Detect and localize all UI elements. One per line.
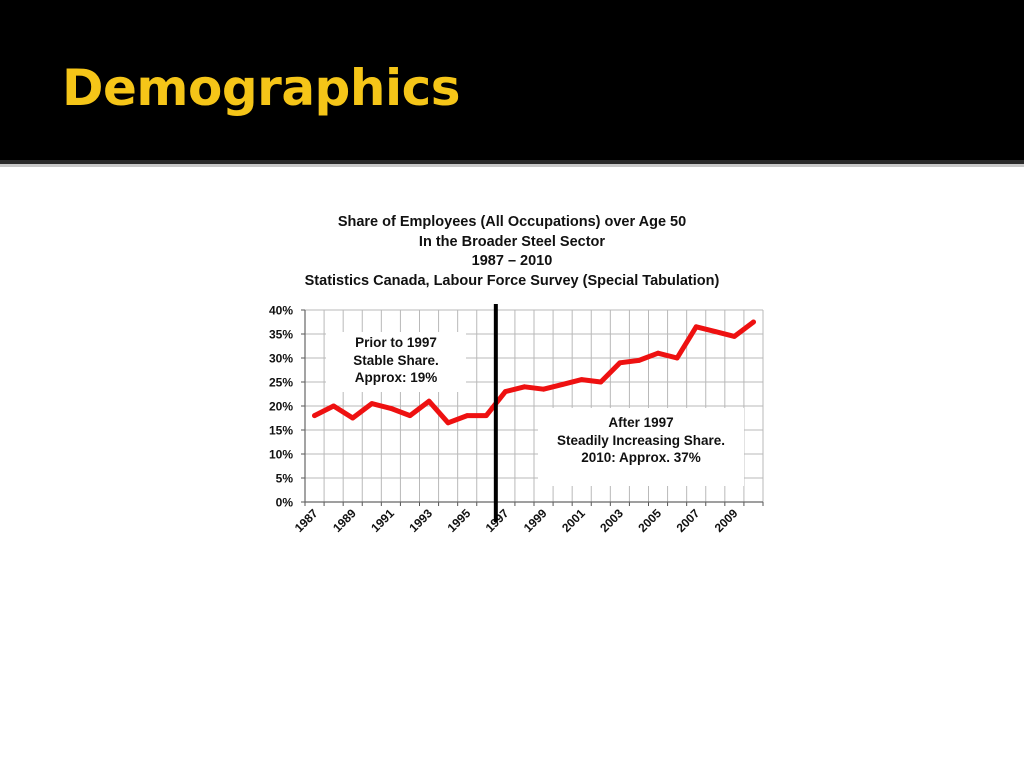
data-point	[407, 413, 413, 418]
y-tick-label: 10%	[269, 448, 293, 462]
data-point	[731, 334, 737, 339]
data-point	[751, 319, 756, 325]
data-point	[350, 415, 356, 421]
data-point	[445, 420, 451, 426]
annotation-line: Approx: 19%	[354, 370, 438, 385]
x-tick-label: 1999	[521, 506, 550, 535]
data-point	[369, 401, 375, 406]
annotation-line: Prior to 1997	[355, 335, 437, 350]
y-tick-label: 0%	[276, 496, 294, 510]
slide-title: Demographics	[62, 59, 460, 117]
x-tick-label: 2007	[674, 506, 703, 535]
data-point	[712, 329, 718, 334]
chart-title-line: Statistics Canada, Labour Force Survey (…	[304, 272, 720, 289]
data-point	[617, 360, 623, 366]
data-point	[312, 413, 317, 418]
data-point	[674, 355, 680, 361]
y-tick-label: 40%	[269, 304, 293, 318]
annotation-line: After 1997	[608, 415, 674, 430]
x-tick-label: 2009	[712, 506, 741, 535]
y-tick-label: 30%	[269, 352, 293, 366]
data-point	[655, 350, 661, 356]
data-point	[541, 386, 546, 392]
y-tick-label: 20%	[269, 400, 293, 414]
chart-axes	[304, 310, 763, 503]
annotation-before-1997: Prior to 1997 Stable Share. Approx: 19%	[326, 332, 466, 392]
header-divider	[0, 160, 1024, 164]
slide-header	[0, 0, 1024, 160]
data-point	[636, 358, 642, 363]
y-tick-label: 25%	[269, 376, 293, 390]
x-tick-label: 2005	[635, 506, 664, 535]
y-tick-label: 5%	[276, 472, 294, 486]
x-tick-label: 2001	[559, 506, 588, 535]
series-line	[312, 319, 756, 426]
chart-title: Share of Employees (All Occupations) ove…	[262, 213, 762, 291]
x-tick-label: 1991	[368, 506, 397, 535]
data-point	[522, 384, 527, 390]
x-tick-label: 1987	[292, 506, 321, 535]
data-point	[502, 389, 508, 394]
data-point	[426, 398, 432, 404]
annotation-line: Steadily Increasing Share.	[556, 432, 726, 448]
data-point	[464, 413, 470, 418]
x-tick-label: 1995	[445, 506, 474, 535]
chart-title-line: In the Broader Steel Sector	[418, 233, 606, 250]
x-tick-label: 1989	[330, 506, 359, 535]
data-point	[579, 377, 585, 382]
x-tick-label: 2003	[597, 506, 626, 535]
chart-series	[312, 319, 756, 426]
chart-title-line: Share of Employees (All Occupations) ove…	[337, 214, 687, 230]
data-point	[388, 406, 394, 411]
y-tick-label: 15%	[269, 424, 293, 438]
x-tick-label: 1993	[406, 506, 435, 535]
data-point	[693, 324, 699, 330]
data-point	[483, 413, 489, 418]
header-divider-light	[0, 164, 1024, 167]
annotation-line: 2010: Approx. 37%	[581, 450, 701, 465]
data-point	[560, 382, 566, 387]
annotation-line: Stable Share.	[353, 352, 439, 368]
annotation-after-1997: After 1997 Steadily Increasing Share. 20…	[538, 408, 744, 486]
chart-title-line: 1987 – 2010	[471, 253, 553, 269]
data-point	[598, 379, 604, 385]
y-tick-label: 35%	[269, 328, 293, 342]
data-point	[331, 403, 337, 409]
